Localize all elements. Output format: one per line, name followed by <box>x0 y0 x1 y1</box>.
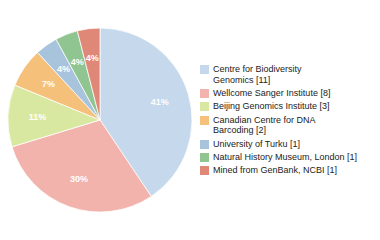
svg-text:7%: 7% <box>42 79 55 89</box>
html-text:Natural History Museum, London: Natural History Museum, London [1] <box>213 151 358 162</box>
svg-text:4%: 4% <box>86 53 99 63</box>
html-text:Canadian Centre for DNA Barcod: Canadian Centre for DNA Barcoding [2] <box>213 114 316 136</box>
svg-text:30%: 30% <box>70 174 88 184</box>
html-text:Beijing Genomics Institute [3]: Beijing Genomics Institute [3] <box>213 101 330 112</box>
html-text:Mined from GenBank, NCBI [1]: Mined from GenBank, NCBI [1] <box>213 165 338 176</box>
svg-text:41%: 41% <box>151 97 169 107</box>
svg-text:4%: 4% <box>57 64 70 74</box>
html-text:University of Turku [1]: University of Turku [1] <box>213 138 300 149</box>
svg-text:4%: 4% <box>71 57 84 67</box>
svg-text:11%: 11% <box>29 112 47 122</box>
html-text:Centre for Biodiversity Genomi: Centre for Biodiversity Genomics [11] <box>213 64 302 85</box>
html-text:Wellcome Sanger Institute [8]: Wellcome Sanger Institute [8] <box>213 88 331 99</box>
